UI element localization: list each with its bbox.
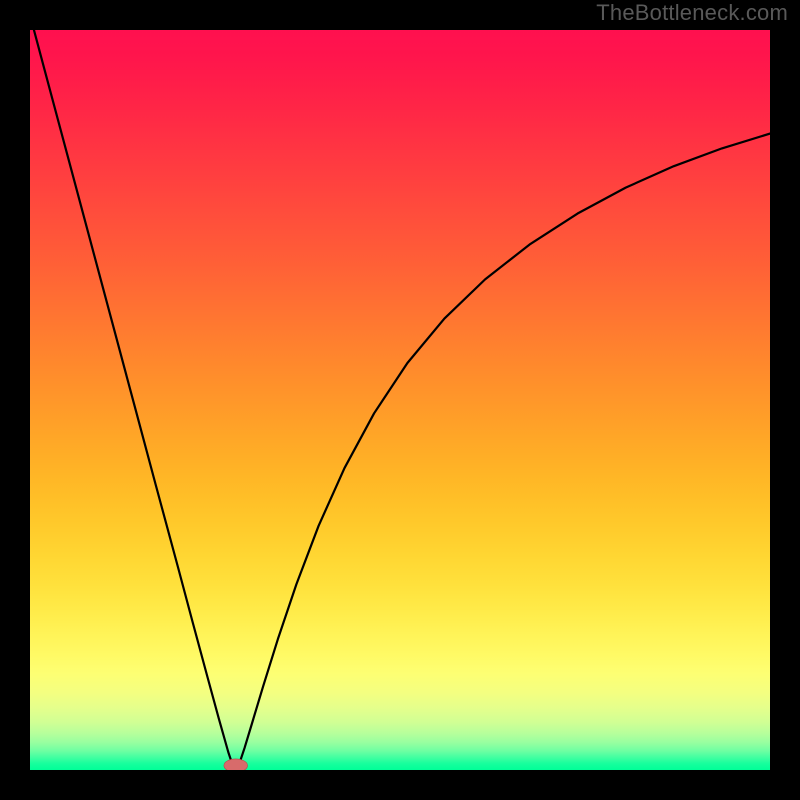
chart-container: TheBottleneck.com <box>0 0 800 800</box>
watermark-text: TheBottleneck.com <box>596 0 788 26</box>
plot-background <box>30 30 770 770</box>
bottleneck-chart <box>0 0 800 800</box>
